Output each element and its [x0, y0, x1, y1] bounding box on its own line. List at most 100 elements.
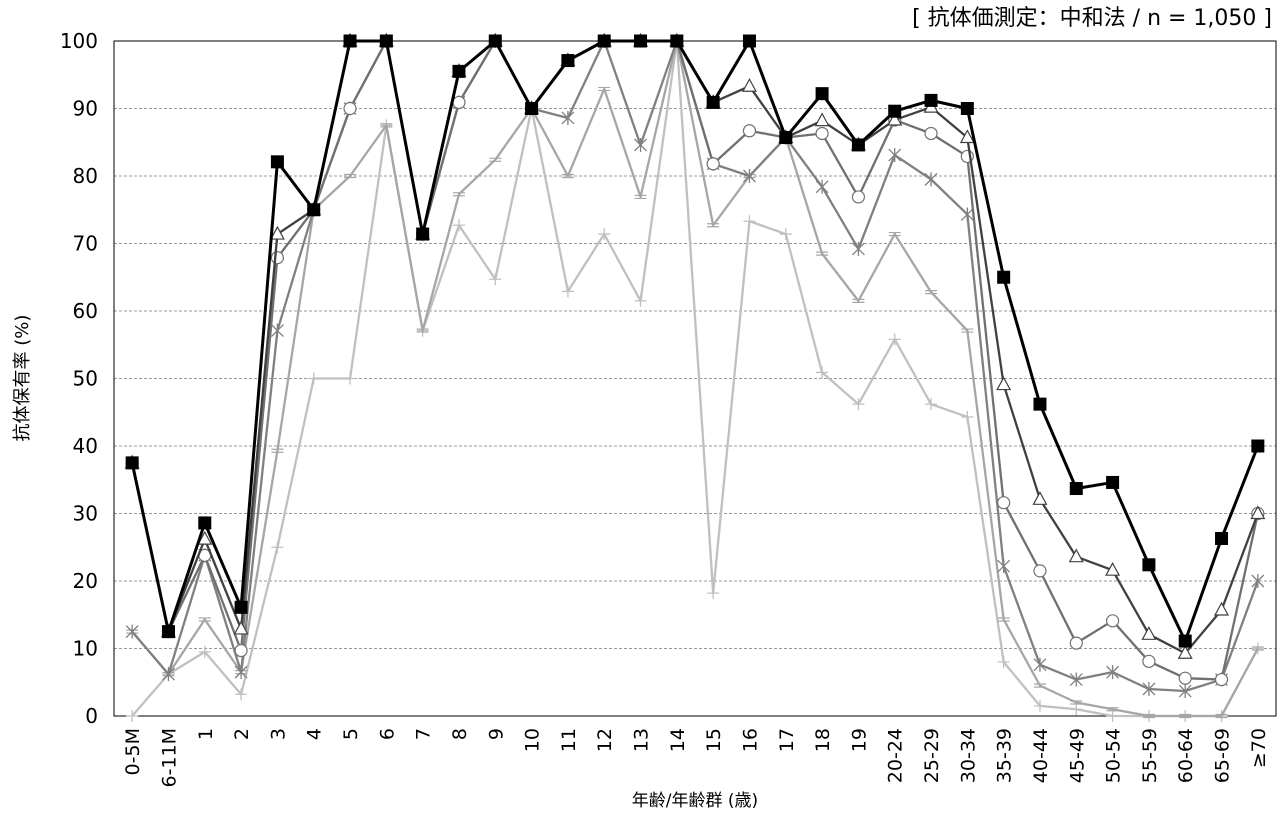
- x-tick-label: 14: [667, 728, 689, 752]
- data-point: [815, 126, 829, 141]
- data-point: [743, 169, 756, 183]
- data-point: [1142, 713, 1155, 719]
- data-point: [742, 34, 756, 48]
- data-point: [269, 225, 285, 240]
- data-point: [634, 137, 647, 152]
- data-point: [816, 251, 829, 256]
- x-tick-label: 5: [340, 728, 362, 740]
- x-tick-label: 19: [848, 728, 870, 752]
- x-tick-label: 45-49: [1066, 728, 1088, 783]
- data-point: [1142, 654, 1156, 668]
- data-point: [1214, 601, 1230, 616]
- data-point: [706, 95, 720, 109]
- data-point: [634, 34, 648, 48]
- data-point: [1177, 644, 1193, 659]
- data-point: [960, 102, 974, 115]
- data-point: [815, 87, 829, 101]
- x-tick-label: 8: [449, 728, 471, 740]
- series-line: [131, 39, 1259, 681]
- data-point: [925, 398, 938, 411]
- data-point: [996, 376, 1012, 391]
- data-point: [1178, 634, 1192, 648]
- data-point: [816, 366, 829, 379]
- data-point: [997, 656, 1010, 668]
- data-point: [1069, 672, 1083, 687]
- x-tick-label: 16: [739, 728, 761, 752]
- y-tick-label: 20: [73, 569, 98, 593]
- data-point: [1106, 475, 1120, 489]
- data-point: [924, 93, 938, 107]
- data-point: [779, 131, 793, 145]
- x-tick-label: 10: [522, 728, 544, 752]
- data-point: [888, 104, 902, 118]
- y-tick-label: 50: [73, 367, 98, 391]
- data-point: [1032, 491, 1048, 505]
- data-point: [416, 227, 430, 241]
- x-tick-label: 18: [812, 728, 834, 752]
- series-line: [131, 39, 1259, 718]
- y-tick-label: 70: [73, 232, 98, 256]
- y-tick-label: 0: [85, 704, 98, 728]
- y-axis-tick-labels: 0 10 20 30 40 50 60 70 80 90 100: [60, 29, 98, 728]
- data-point: [1178, 684, 1192, 699]
- x-tick-label: 0-5M: [122, 728, 144, 775]
- data-point: [888, 148, 902, 163]
- y-tick-label: 10: [73, 637, 98, 661]
- data-point: [814, 112, 830, 127]
- data-point: [1250, 505, 1266, 520]
- x-tick-label: 40-44: [1030, 728, 1052, 783]
- data-point: [960, 207, 974, 222]
- series-square: [125, 34, 1265, 648]
- data-point: [452, 64, 466, 78]
- data-point: [1251, 439, 1265, 453]
- data-point: [234, 600, 248, 614]
- x-tick-label: 35-39: [994, 728, 1016, 783]
- y-tick-label: 90: [73, 97, 98, 121]
- plot-frame: [113, 40, 1277, 717]
- data-point: [851, 241, 865, 256]
- data-point: [1070, 700, 1083, 705]
- x-axis-tick-labels: 0-5M 6-11M 1 2 3 4 5 6 7 8 9 10 11 12 13 14 15 16 17 18 19 20…: [122, 728, 1270, 788]
- data-point: [343, 101, 357, 116]
- method-annotation: [ 抗体価測定：中和法 / n = 1,050 ]: [912, 6, 1272, 31]
- data-point: [1106, 707, 1119, 712]
- data-point: [887, 111, 903, 126]
- data-point: [1215, 713, 1228, 719]
- data-point: [634, 194, 647, 200]
- data-point: [779, 228, 792, 241]
- data-point: [525, 102, 539, 115]
- x-tick-label: ≥70: [1248, 728, 1270, 768]
- data-point: [598, 86, 611, 92]
- data-point: [235, 688, 248, 701]
- data-point: [742, 124, 757, 138]
- data-point: [1033, 564, 1047, 578]
- x-tick-label: 55-59: [1139, 728, 1161, 783]
- data-point: [233, 620, 249, 635]
- data-point: [126, 710, 139, 722]
- data-point: [1070, 703, 1083, 716]
- data-point: [743, 215, 756, 228]
- data-point: [924, 172, 938, 187]
- x-tick-label: 20-24: [885, 728, 907, 783]
- data-point: [997, 617, 1010, 622]
- data-point: [634, 294, 647, 307]
- data-point: [997, 496, 1011, 510]
- data-point: [924, 126, 938, 141]
- data-point: [270, 323, 284, 338]
- data-point: [161, 625, 175, 639]
- data-point: [271, 541, 284, 554]
- y-tick-label: 80: [73, 164, 98, 188]
- data-point: [561, 285, 574, 298]
- y-tick-label: 100: [60, 29, 98, 53]
- data-point: [888, 231, 901, 237]
- data-point: [162, 667, 175, 682]
- data-point: [852, 298, 865, 303]
- x-tick-label: 9: [485, 728, 507, 740]
- data-point: [670, 34, 684, 48]
- data-point: [271, 448, 284, 453]
- x-tick-label: 12: [594, 728, 616, 752]
- data-point: [1214, 672, 1229, 687]
- data-point: [851, 138, 865, 152]
- data-point: [1069, 482, 1083, 496]
- data-point: [270, 155, 284, 169]
